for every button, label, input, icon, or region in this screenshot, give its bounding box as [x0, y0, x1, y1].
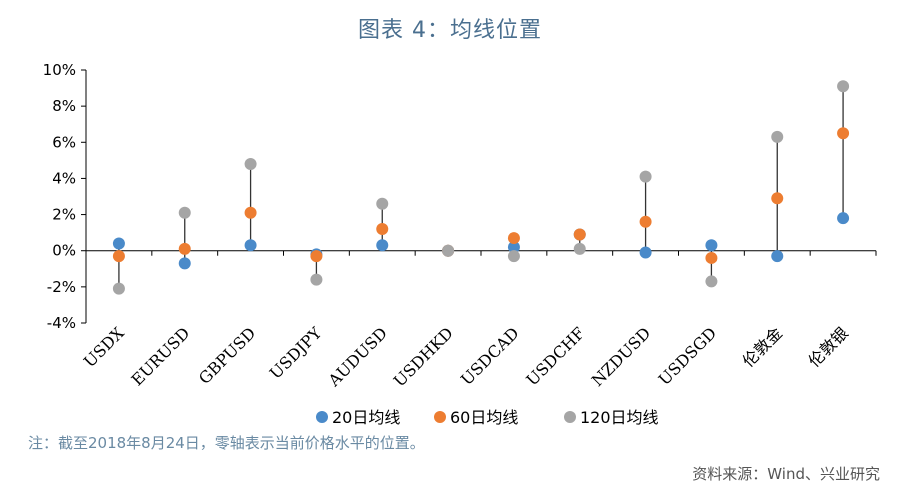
x-tick-label: USDCAD [457, 323, 523, 389]
data-point [573, 242, 586, 255]
data-points [112, 80, 850, 295]
data-point [507, 250, 520, 263]
y-tick-label: 8% [52, 97, 76, 115]
x-tick-label: AUDUSD [324, 323, 391, 390]
data-point [310, 273, 323, 286]
data-point [639, 215, 652, 228]
data-point [837, 127, 850, 140]
data-point [112, 250, 125, 263]
data-point [376, 197, 389, 210]
data-point [705, 275, 718, 288]
legend-marker [564, 411, 576, 423]
data-point [771, 192, 784, 205]
y-tick-label: -2% [47, 278, 76, 296]
data-point [376, 239, 389, 252]
x-tick-label: 伦敦金 [739, 323, 786, 370]
data-point [178, 257, 191, 270]
data-point [442, 244, 455, 257]
data-point [837, 80, 850, 93]
source-note: 资料来源：Wind、兴业研究 [692, 465, 880, 483]
data-point [507, 241, 520, 254]
legend-marker [316, 411, 328, 423]
y-tick-label: 2% [52, 206, 76, 224]
data-point [639, 246, 652, 259]
legend-label: 20日均线 [332, 408, 400, 427]
data-point [310, 250, 323, 263]
x-tick-label: USDSGD [655, 323, 721, 389]
y-tick-label: 10% [43, 61, 76, 79]
data-point [705, 251, 718, 264]
data-point [244, 239, 257, 252]
data-point [244, 206, 257, 219]
data-point [376, 223, 389, 236]
data-point [771, 130, 784, 143]
x-tick-label: USDX [80, 323, 128, 371]
legend-marker [434, 411, 446, 423]
data-point [705, 239, 718, 252]
y-tick-label: -4% [47, 314, 76, 332]
x-tick-label: GBPUSD [195, 323, 260, 388]
data-point [178, 206, 191, 219]
data-point [639, 170, 652, 183]
range-lines [118, 86, 844, 289]
chart-axes: -4% -2% 0% 2% 4% 6% 8% 10% [43, 61, 877, 332]
data-point [771, 250, 784, 263]
y-tick-label: 4% [52, 169, 76, 187]
y-tick-label: 6% [52, 133, 76, 151]
x-tick-label: USDHKD [390, 323, 457, 390]
data-point [573, 228, 586, 241]
data-point [112, 237, 125, 250]
x-tick-label: EURUSD [127, 323, 193, 389]
x-tick-label: USDCHF [522, 323, 588, 389]
data-point [112, 282, 125, 295]
footnote: 注：截至2018年8月24日，零轴表示当前价格水平的位置。 [28, 434, 425, 452]
chart-title: 图表 4：均线位置 [358, 18, 542, 43]
x-tick-label: 伦敦银 [805, 323, 852, 370]
legend: 20日均线 60日均线 120日均线 [316, 408, 659, 427]
legend-label: 60日均线 [450, 408, 518, 427]
y-tick-label: 0% [52, 242, 76, 260]
data-point [837, 212, 850, 225]
data-point [178, 242, 191, 255]
legend-label: 120日均线 [580, 408, 659, 427]
data-point [244, 157, 257, 170]
x-tick-label: USDJPY [266, 323, 326, 383]
x-tick-label: NZDUSD [588, 323, 655, 390]
data-point [507, 232, 520, 245]
